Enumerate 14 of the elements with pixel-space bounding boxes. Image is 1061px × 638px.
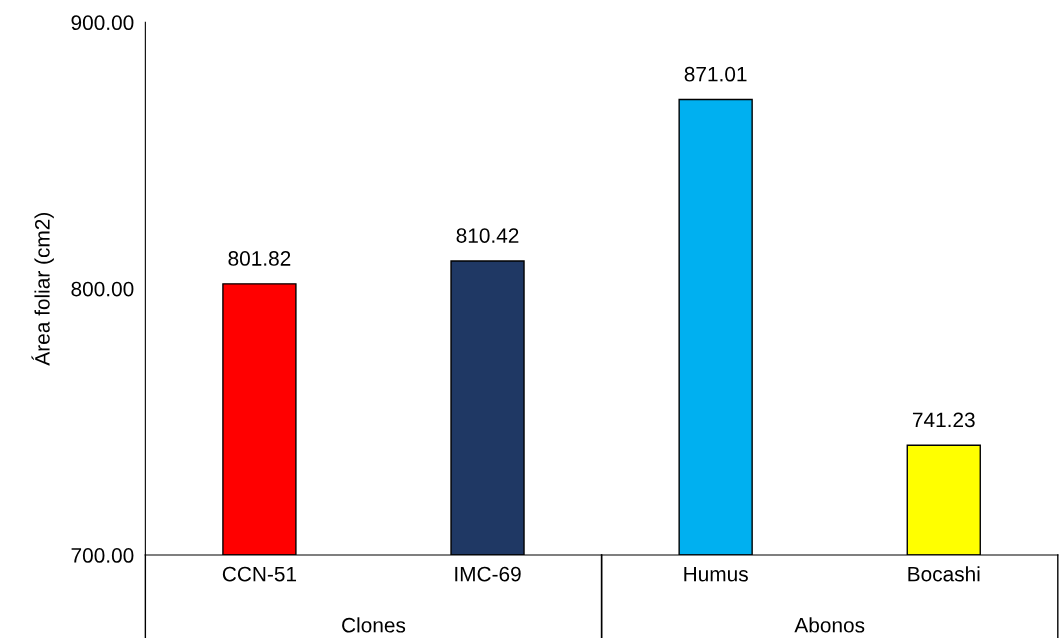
data-label: 741.23 [912,412,975,428]
y-tick-label: 900.00 [71,15,134,31]
x-tick-label: IMC-69 [455,566,521,582]
y-axis-title: Área foliar (cm2) [31,213,54,366]
x-tick-label: CCN-51 [222,566,297,582]
x-tick-label: Bocashi [908,566,980,582]
y-tick-label: 800.00 [71,281,134,297]
x-tick-label: Humus [684,566,748,582]
data-label: 810.42 [456,228,519,243]
text: Clones [342,617,406,633]
data-label: 801.82 [228,251,291,266]
data-label: 871.01 [684,66,747,82]
y-tick-label: 700.00 [71,548,134,563]
text: Abonos [794,617,865,633]
